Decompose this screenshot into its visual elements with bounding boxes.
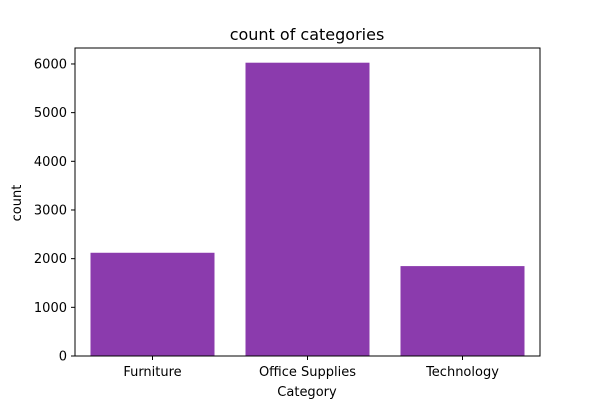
y-axis-title: count bbox=[10, 185, 25, 222]
y-tick-label: 3000 bbox=[34, 203, 67, 218]
x-axis: Furniture Office Supplies Technology bbox=[123, 356, 499, 380]
x-tick-label: Technology bbox=[425, 365, 499, 380]
y-tick-label: 0 bbox=[59, 350, 67, 365]
y-tick-label: 1000 bbox=[34, 301, 67, 316]
y-tick-label: 5000 bbox=[34, 106, 67, 121]
plot-frame bbox=[74, 47, 541, 357]
y-axis: 0 1000 2000 3000 4000 5000 6000 bbox=[34, 57, 75, 365]
bars-group bbox=[90, 62, 525, 356]
bar-technology bbox=[400, 266, 525, 356]
x-tick-label: Office Supplies bbox=[259, 365, 356, 380]
x-axis-title: Category bbox=[277, 385, 337, 400]
bar-furniture bbox=[90, 252, 215, 356]
y-tick-label: 2000 bbox=[34, 252, 67, 267]
chart-title: count of categories bbox=[230, 25, 385, 44]
y-tick-label: 4000 bbox=[34, 155, 67, 170]
y-tick-label: 6000 bbox=[34, 57, 67, 72]
bar-office-supplies bbox=[245, 62, 370, 356]
x-tick-label: Furniture bbox=[123, 365, 181, 380]
